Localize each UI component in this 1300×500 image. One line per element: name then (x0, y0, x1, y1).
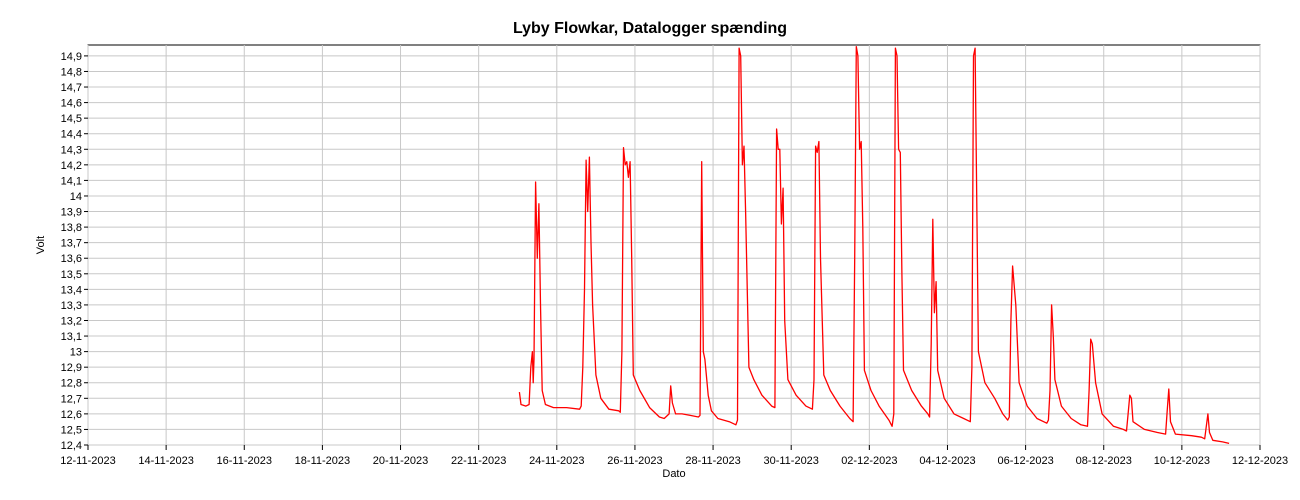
x-tick-label: 08-12-2023 (1076, 455, 1132, 467)
x-tick-label: 12-12-2023 (1232, 455, 1288, 467)
x-tick-label: 12-11-2023 (60, 455, 115, 467)
y-tick-label: 14,7 (61, 82, 82, 94)
y-axis: 12,4 12,5 12,6 12,7 12,8 12,9 13 13,1 13,2 13,3 13… (61, 51, 88, 452)
x-tick-label: 10-12-2023 (1154, 455, 1210, 467)
y-axis-label: Volt (35, 236, 47, 254)
plot-area (87, 44, 1261, 446)
chart-title: Lyby Flowkar, Datalogger spænding (512, 20, 788, 37)
y-tick-label: 13,1 (61, 331, 82, 343)
x-tick-label: 06-12-2023 (997, 455, 1053, 467)
x-axis-label: Dato (662, 468, 685, 480)
x-tick-label: 28-11-2023 (685, 455, 740, 467)
y-tick-label: 14,2 (61, 160, 82, 172)
y-tick-label: 12,5 (61, 424, 82, 436)
x-tick-label: 24-11-2023 (529, 455, 584, 467)
y-tick-label: 14,9 (61, 51, 82, 63)
x-tick-label: 22-11-2023 (451, 455, 506, 467)
x-tick-label: 26-11-2023 (607, 455, 662, 467)
x-tick-label: 14-11-2023 (138, 455, 193, 467)
y-tick-label: 12,8 (61, 378, 82, 390)
y-tick-label: 14,5 (61, 113, 82, 125)
series-layer (518, 45, 1230, 445)
y-tick-label: 13,2 (61, 315, 82, 327)
x-tick-label: 16-11-2023 (217, 455, 272, 467)
y-tick-label: 14 (70, 191, 82, 203)
y-tick-label: 14,1 (61, 175, 82, 187)
x-tick-label: 30-11-2023 (763, 455, 818, 467)
y-tick-label: 14,4 (61, 129, 82, 141)
y-tick-label: 12,4 (61, 440, 82, 452)
x-tick-label: 02-12-2023 (841, 455, 897, 467)
x-axis: 12-11-2023 14-11-2023 16-11-2023 18-11-2023… (60, 445, 1288, 467)
x-tick-label: 04-12-2023 (919, 455, 975, 467)
y-tick-label: 13,3 (61, 300, 82, 312)
series-line-0 (518, 45, 1230, 445)
y-tick-label: 12,7 (61, 393, 82, 405)
y-tick-label: 14,3 (61, 144, 82, 156)
y-tick-label: 14,8 (61, 66, 82, 78)
y-tick-label: 13,4 (61, 284, 82, 296)
y-tick-label: 14,6 (61, 98, 82, 110)
y-tick-label: 13,8 (61, 222, 82, 234)
x-tick-label: 20-11-2023 (373, 455, 428, 467)
y-tick-label: 13 (70, 347, 82, 359)
y-tick-label: 13,5 (61, 269, 82, 281)
x-tick-label: 18-11-2023 (295, 455, 350, 467)
y-tick-label: 12,9 (61, 362, 82, 374)
y-tick-label: 13,6 (61, 253, 82, 265)
y-tick-label: 13,9 (61, 207, 82, 219)
grid (87, 45, 1261, 446)
y-tick-label: 12,6 (61, 409, 82, 421)
y-tick-label: 13,7 (61, 238, 82, 250)
